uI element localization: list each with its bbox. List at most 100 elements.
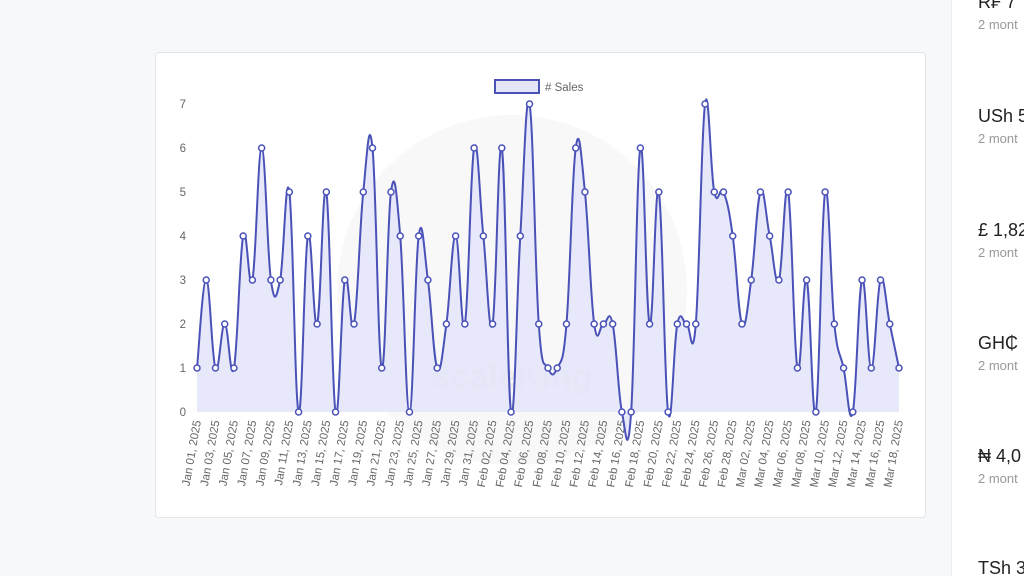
time: 2 mont [978,131,1018,146]
point [239,232,247,240]
point [516,232,525,240]
point [581,188,589,196]
amount: TSh 3 [978,558,1024,576]
point [571,144,580,152]
point [322,188,331,196]
amount: £ 1,82 [978,220,1024,240]
point [849,408,857,416]
point [202,276,210,284]
point [396,232,404,240]
point [470,144,478,152]
point [368,144,377,152]
point [562,320,571,328]
point [802,276,811,284]
point [424,276,432,284]
point [710,188,719,196]
transaction-item[interactable]: £ 1,82 2 mont [978,220,1024,260]
point [257,144,266,152]
point [756,188,765,196]
point [627,408,635,416]
point [488,320,497,328]
point [608,320,617,328]
point [821,188,829,196]
point [359,188,368,196]
transaction-item[interactable]: GH₵ 2 mont [978,333,1018,373]
point [230,364,238,372]
point [645,320,654,328]
point [747,276,755,284]
y-tick-label: 2 [180,319,186,331]
point [341,276,349,284]
point [294,408,303,416]
transaction-item[interactable]: ₦ 4,0 2 mont [978,446,1021,486]
amount: ₦ 4,0 [978,446,1022,466]
point [876,276,885,284]
point [553,364,561,372]
time: 2 mont [978,358,1018,373]
point [673,320,682,328]
point [414,232,423,240]
point [267,276,275,284]
point [304,232,312,240]
point [276,276,284,284]
point [636,144,645,152]
point [405,408,414,416]
transaction-item[interactable]: TSh 3 [978,558,1024,576]
y-tick-label: 7 [180,99,186,111]
y-tick-label: 0 [180,407,186,419]
point [886,320,894,328]
point [313,320,321,328]
y-tick-label: 1 [180,363,186,375]
point [599,320,608,328]
point [692,320,700,328]
point [793,364,802,372]
y-tick-label: 4 [180,231,187,243]
point [867,364,876,372]
point [285,188,294,196]
sidebar: R₣ 7 2 mont USh 5 2 mont £ 1,82 2 mont GH₵ 2 mo… [951,0,1024,576]
point [682,320,691,328]
point [839,364,848,372]
point [507,408,515,416]
point [765,232,774,240]
point [350,320,358,328]
point [784,188,792,196]
transaction-item[interactable]: USh 5 2 mont [978,106,1024,146]
amount: R₣ 7 [978,0,1017,12]
point [377,364,386,372]
transaction-item[interactable]: R₣ 7 2 mont [978,0,1018,32]
point [618,408,626,416]
point [858,276,866,284]
point [193,364,201,372]
time: 2 mont [978,245,1018,260]
point [590,320,598,328]
y-tick-label: 6 [180,143,186,155]
point [461,320,469,328]
y-tick-label: 5 [180,187,186,199]
point [701,100,709,108]
y-tick-label: 3 [180,275,186,287]
point [830,320,839,328]
point [535,320,543,328]
time: 2 mont [978,471,1018,486]
legend-swatch [494,79,540,94]
point [451,232,460,240]
amount: USh 5 [978,106,1024,126]
point [895,364,903,372]
point [525,100,534,108]
time: 2 mont [978,17,1018,32]
point [728,232,737,240]
point [775,276,783,284]
point [433,364,441,372]
legend-label: # Sales [545,82,584,94]
point [664,408,672,416]
area [197,99,899,440]
point [220,320,229,328]
point [719,188,728,196]
point [248,276,257,284]
point [544,364,552,372]
point [479,232,488,240]
point [331,408,340,416]
